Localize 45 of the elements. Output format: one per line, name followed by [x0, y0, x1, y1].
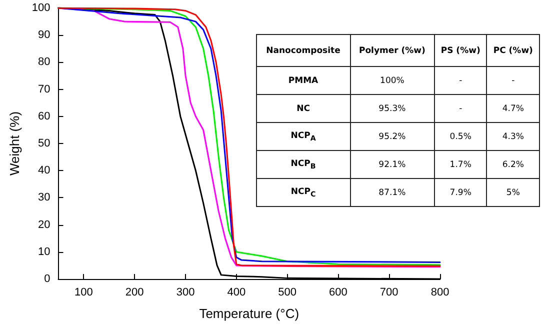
x-tick-label: 700: [380, 286, 398, 298]
x-tick-label: 800: [430, 286, 450, 298]
x-tick-label: 400: [227, 286, 246, 298]
annotation: 100%: [350, 66, 434, 94]
y-tick-label: 100: [32, 2, 50, 14]
annotation: NCP$_{C}$: [256, 178, 350, 206]
y-tick-label: 50: [38, 138, 50, 150]
y-axis-title: Weight (%): [7, 111, 22, 176]
y-tick-label: 30: [38, 192, 50, 204]
annotation: 95.2%: [350, 122, 434, 150]
x-tick-label: 300: [176, 286, 195, 298]
text: -: [434, 94, 487, 122]
text: 4.3%: [486, 122, 540, 150]
y-tick-label: 80: [38, 56, 50, 68]
annotation: NCP$_{B}$: [256, 150, 350, 178]
x-tick-label: 500: [278, 286, 296, 298]
x-tick-label: 100: [74, 286, 93, 298]
y-tick-label: 20: [38, 218, 50, 231]
y-tick-label: 40: [38, 164, 50, 177]
text: 1.7%: [434, 150, 487, 178]
annotation: 92.1%: [350, 150, 434, 178]
x-tick-label: 600: [329, 286, 348, 298]
text: -: [486, 66, 540, 94]
text: 7.9%: [434, 178, 487, 206]
y-tick-label: 70: [38, 83, 50, 96]
text: 6.2%: [486, 150, 540, 178]
text: -: [434, 66, 487, 94]
text: 5%: [486, 178, 540, 206]
x-tick-label: 200: [125, 286, 144, 298]
annotation: 87.1%: [350, 178, 434, 206]
y-tick-label: 0: [44, 273, 50, 285]
y-tick-label: 90: [38, 29, 50, 42]
annotation: NC: [256, 94, 350, 122]
x-axis-title: Temperature (°C): [199, 306, 300, 321]
annotation: PMMA: [256, 66, 350, 94]
annotation: NCP$_{A}$: [256, 122, 350, 150]
text: PS (%w): [434, 34, 487, 66]
text: 4.7%: [486, 94, 540, 122]
annotation: Nanocomposite: [256, 34, 350, 66]
text: PC (%w): [486, 34, 540, 66]
y-tick-label: 60: [38, 110, 50, 122]
text: 0.5%: [434, 122, 487, 150]
annotation: 95.3%: [350, 94, 434, 122]
y-tick-label: 10: [38, 246, 50, 258]
annotation: Polymer (%w): [350, 34, 434, 66]
